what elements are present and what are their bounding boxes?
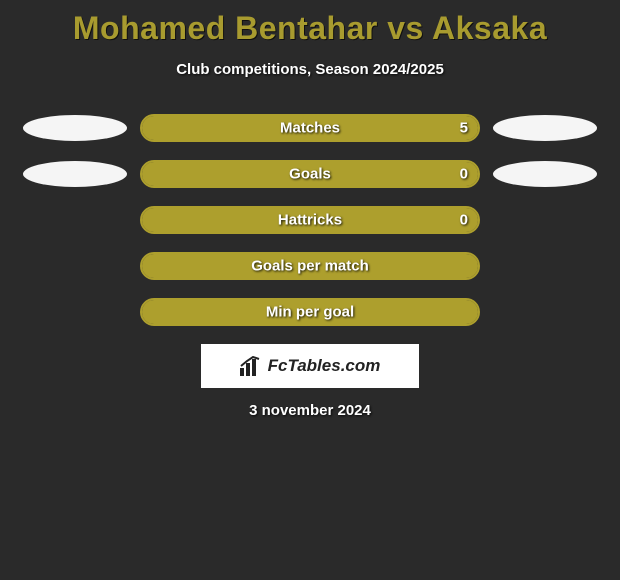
footer-date: 3 november 2024 bbox=[0, 402, 620, 419]
stat-row: Min per goal bbox=[0, 298, 620, 326]
stat-label: Min per goal bbox=[142, 304, 478, 321]
stat-label: Hattricks bbox=[142, 212, 478, 229]
stat-value: 5 bbox=[460, 120, 468, 137]
stat-value: 0 bbox=[460, 166, 468, 183]
subtitle: Club competitions, Season 2024/2025 bbox=[0, 61, 620, 78]
avatar-slot-right bbox=[480, 115, 610, 141]
stats-container: Matches5Goals0Hattricks0Goals per matchM… bbox=[0, 114, 620, 326]
player-avatar-left bbox=[23, 115, 127, 141]
stat-value: 0 bbox=[460, 212, 468, 229]
stat-label: Goals bbox=[142, 166, 478, 183]
brand-text: FcTables.com bbox=[268, 356, 381, 376]
page-title: Mohamed Bentahar vs Aksaka bbox=[0, 0, 620, 47]
stat-bar: Min per goal bbox=[140, 298, 480, 326]
bar-chart-icon bbox=[240, 356, 262, 376]
stat-bar: Goals0 bbox=[140, 160, 480, 188]
stat-label: Matches bbox=[142, 120, 478, 137]
stat-row: Goals per match bbox=[0, 252, 620, 280]
stat-bar: Goals per match bbox=[140, 252, 480, 280]
brand-plate: FcTables.com bbox=[201, 344, 419, 388]
stat-row: Hattricks0 bbox=[0, 206, 620, 234]
avatar-slot-left bbox=[10, 161, 140, 187]
player-avatar-right bbox=[493, 161, 597, 187]
player-avatar-right bbox=[493, 115, 597, 141]
stat-bar: Matches5 bbox=[140, 114, 480, 142]
avatar-slot-left bbox=[10, 115, 140, 141]
avatar-slot-right bbox=[480, 161, 610, 187]
stat-label: Goals per match bbox=[142, 258, 478, 275]
stat-bar: Hattricks0 bbox=[140, 206, 480, 234]
player-avatar-left bbox=[23, 161, 127, 187]
stat-row: Matches5 bbox=[0, 114, 620, 142]
stat-row: Goals0 bbox=[0, 160, 620, 188]
